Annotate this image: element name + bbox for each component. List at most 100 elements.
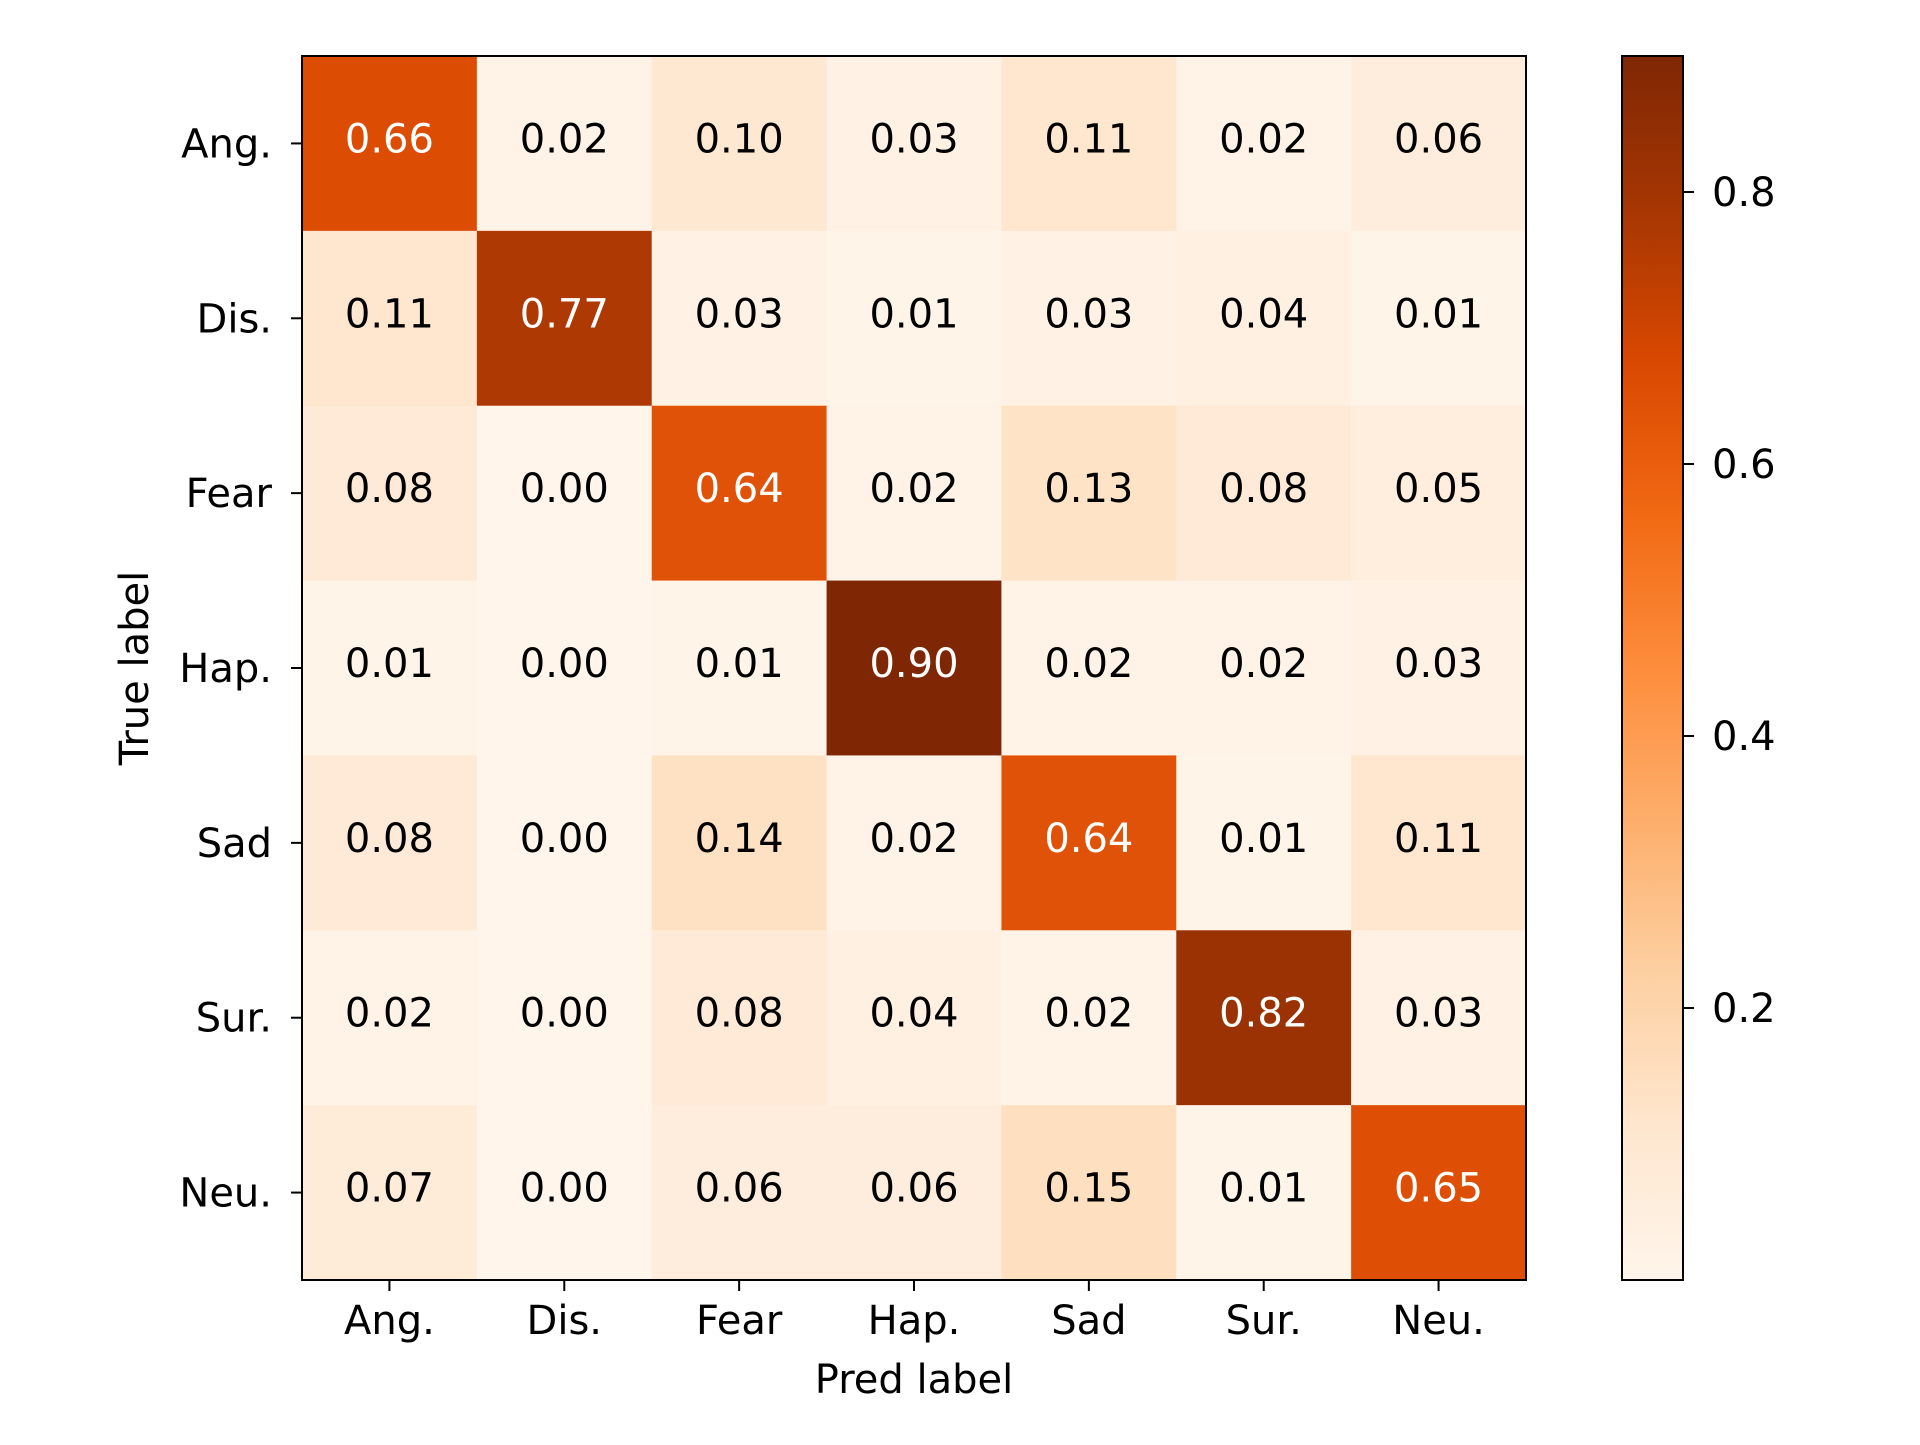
heatmap-cell — [1176, 56, 1352, 232]
heatmap-cell — [1001, 755, 1177, 931]
cell-value-label: 0.03 — [869, 116, 958, 162]
colorbar-ticks: 0.2 0.4 0.6 0.8 — [1683, 170, 1776, 1032]
cell-value-label: 0.03 — [1394, 641, 1483, 687]
y-axis-label: True label — [112, 571, 158, 766]
heatmap-cells — [302, 56, 1527, 1281]
y-tick-label: Neu. — [179, 1171, 272, 1217]
heatmap-cell — [1001, 1105, 1177, 1281]
cell-value-label: 0.10 — [695, 116, 784, 162]
heatmap-cell — [476, 930, 653, 1106]
heatmap-cell — [302, 755, 478, 931]
heatmap-cell — [1176, 930, 1352, 1106]
heatmap-cell — [476, 1105, 653, 1281]
heatmap-cell — [1001, 56, 1177, 232]
cell-value-label: 0.64 — [1044, 816, 1133, 862]
x-tick-label: Hap. — [868, 1298, 961, 1344]
heatmap-cell — [1351, 755, 1527, 931]
heatmap-cell — [826, 405, 1002, 582]
cell-value-label: 0.65 — [1394, 1166, 1483, 1212]
x-tick-label: Ang. — [344, 1298, 435, 1344]
x-tick-label: Fear — [696, 1298, 783, 1344]
heatmap-cell — [1001, 405, 1177, 582]
colorbar-gradient — [1622, 56, 1683, 1280]
cell-value-label: 0.02 — [869, 816, 958, 862]
y-tick-label: Sad — [197, 821, 272, 867]
heatmap-cell — [302, 405, 478, 582]
cell-value-label: 0.13 — [1044, 466, 1133, 512]
heatmap-cell — [476, 230, 653, 407]
colorbar-tick-label: 0.8 — [1712, 170, 1776, 216]
cell-annotations: 0.66 0.02 0.10 0.03 0.11 0.02 0.06 0.11 0.77 0.03… — [345, 116, 1483, 1211]
x-tick-label: Sur. — [1226, 1298, 1302, 1344]
heatmap-cell — [476, 755, 653, 931]
cell-value-label: 0.77 — [520, 291, 609, 337]
heatmap-cell — [1001, 580, 1177, 756]
heatmap-cell — [476, 56, 653, 232]
cell-value-label: 0.04 — [1219, 291, 1308, 337]
cell-value-label: 0.15 — [1044, 1166, 1133, 1212]
heatmap-cell — [302, 56, 478, 232]
x-tick-label: Dis. — [527, 1298, 602, 1344]
cell-value-label: 0.02 — [520, 116, 609, 162]
heatmap-cell — [1001, 230, 1177, 407]
heatmap-cell — [302, 230, 478, 407]
heatmap-cell — [1176, 1105, 1352, 1281]
heatmap-cell — [826, 1105, 1002, 1281]
colorbar-tick-label: 0.2 — [1712, 986, 1776, 1032]
cell-value-label: 0.02 — [1219, 116, 1308, 162]
heatmap-cell — [651, 405, 828, 582]
heatmap-cell — [302, 1105, 478, 1281]
cell-value-label: 0.02 — [1219, 641, 1308, 687]
cell-value-label: 0.11 — [1394, 816, 1483, 862]
cell-value-label: 0.05 — [1394, 466, 1483, 512]
heatmap-cell — [651, 1105, 828, 1281]
cell-value-label: 0.01 — [1219, 816, 1308, 862]
heatmap-cell — [1351, 405, 1527, 582]
cell-value-label: 0.64 — [695, 466, 784, 512]
cell-value-label: 0.02 — [1044, 641, 1133, 687]
y-tick-label: Hap. — [179, 646, 272, 692]
x-tick-label: Neu. — [1392, 1298, 1485, 1344]
heatmap-cell — [1351, 580, 1527, 756]
colorbar-tick-label: 0.4 — [1712, 714, 1776, 760]
heatmap-cell — [302, 930, 478, 1106]
cell-value-label: 0.00 — [520, 991, 609, 1037]
heatmap-cell — [826, 580, 1002, 756]
heatmap-cell — [1176, 755, 1352, 931]
cell-value-label: 0.11 — [1044, 116, 1133, 162]
heatmap-cell — [476, 405, 653, 582]
cell-value-label: 0.01 — [1394, 291, 1483, 337]
cell-value-label: 0.01 — [1219, 1166, 1308, 1212]
cell-value-label: 0.01 — [695, 641, 784, 687]
cell-value-label: 0.03 — [1044, 291, 1133, 337]
heatmap-cell — [1176, 405, 1352, 582]
y-axis-ticks: Ang. Dis. Fear Hap. Sad Sur. Neu. — [179, 121, 302, 1217]
heatmap-cell — [651, 580, 828, 756]
heatmap-cell — [826, 230, 1002, 407]
y-tick-label: Fear — [186, 471, 273, 517]
heatmap-cell — [1001, 930, 1177, 1106]
cell-value-label: 0.03 — [695, 291, 784, 337]
cell-value-label: 0.08 — [345, 816, 434, 862]
cell-value-label: 0.90 — [869, 641, 958, 687]
cell-value-label: 0.02 — [869, 466, 958, 512]
cell-value-label: 0.00 — [520, 816, 609, 862]
cell-value-label: 0.11 — [345, 291, 434, 337]
cell-value-label: 0.08 — [695, 991, 784, 1037]
cell-value-label: 0.08 — [1219, 466, 1308, 512]
cell-value-label: 0.00 — [520, 466, 609, 512]
colorbar-tick-label: 0.6 — [1712, 442, 1776, 488]
x-axis-label: Pred label — [815, 1357, 1013, 1403]
heatmap-cell — [826, 930, 1002, 1106]
heatmap-cell — [1351, 1105, 1527, 1281]
heatmap-cell — [651, 755, 828, 931]
heatmap-cell — [1176, 230, 1352, 407]
cell-value-label: 0.66 — [345, 116, 434, 162]
cell-value-label: 0.08 — [345, 466, 434, 512]
cell-value-label: 0.00 — [520, 641, 609, 687]
cell-value-label: 0.02 — [345, 991, 434, 1037]
cell-value-label: 0.01 — [869, 291, 958, 337]
cell-value-label: 0.00 — [520, 1166, 609, 1212]
heatmap-cell — [1176, 580, 1352, 756]
